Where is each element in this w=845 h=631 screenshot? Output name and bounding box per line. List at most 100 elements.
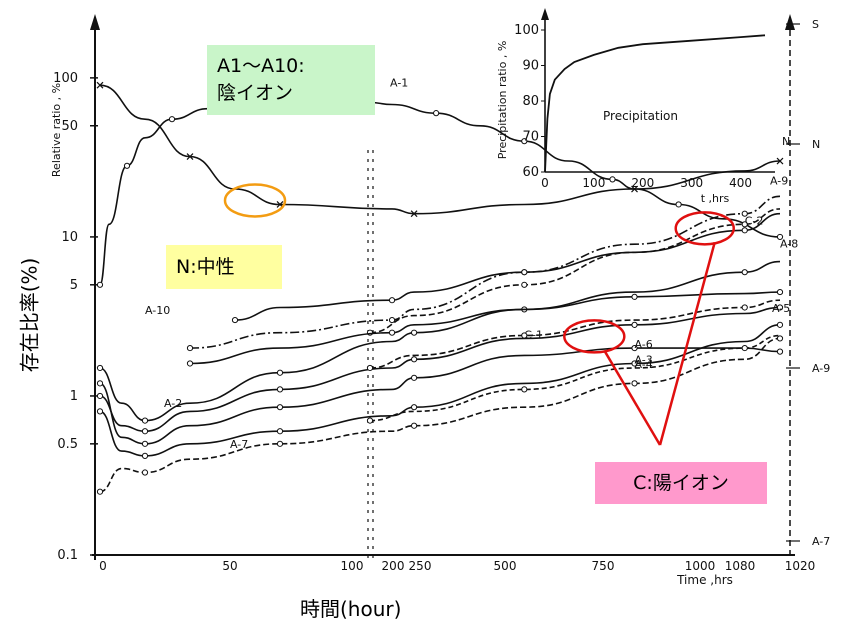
cation-pointer-line xyxy=(603,349,662,446)
series-label-a-7: A-7 xyxy=(230,438,248,451)
series-line-a-10 xyxy=(234,212,781,321)
data-point xyxy=(141,417,149,424)
x-tick-label: 1020 xyxy=(785,559,816,573)
neutral-highlight-ellipse xyxy=(223,183,287,218)
data-point xyxy=(96,408,104,415)
series-label-a-10: A-10 xyxy=(145,304,170,317)
y-tick-label: 50 xyxy=(61,119,78,134)
data-point xyxy=(366,364,374,372)
right-axis-arrow xyxy=(785,14,795,30)
data-point xyxy=(741,269,748,276)
data-point xyxy=(96,81,104,89)
series-line-a-3 xyxy=(99,324,781,457)
data-point xyxy=(631,321,638,328)
data-point xyxy=(521,281,528,288)
x-tick-label: 250 xyxy=(409,559,432,573)
inset-x-tick-label: 400 xyxy=(729,176,752,190)
series-label-c-2: C-2 xyxy=(745,214,764,227)
data-point xyxy=(776,348,784,355)
data-point xyxy=(276,404,284,411)
data-point xyxy=(186,344,194,352)
data-point xyxy=(123,162,131,169)
data-point xyxy=(96,392,104,400)
data-point xyxy=(410,329,418,336)
data-point xyxy=(631,293,638,300)
data-point xyxy=(388,329,396,336)
inset-y-tick-label: 60 xyxy=(522,165,539,180)
series-label-a-8: A-8 xyxy=(780,238,798,251)
right-tick-label: N xyxy=(812,138,820,151)
inset-x-tick-label: 100 xyxy=(582,176,605,190)
series-label-a-5: A-5 xyxy=(772,302,790,315)
data-point xyxy=(631,360,638,367)
neutral-callout: N:中性 xyxy=(166,245,282,289)
data-point xyxy=(776,335,784,342)
y-axis-title-jp: 存在比率(%) xyxy=(17,257,42,373)
inset-series-label: Precipitation xyxy=(603,109,678,123)
data-point xyxy=(141,469,149,476)
data-point xyxy=(96,281,104,288)
right-tick-label: S xyxy=(812,18,819,31)
inset-x-tick-label: 200 xyxy=(631,176,654,190)
y-tick-label: 1 xyxy=(70,389,78,404)
data-point xyxy=(521,332,528,339)
data-point xyxy=(631,380,638,387)
data-point xyxy=(276,428,284,435)
data-point xyxy=(276,386,284,393)
inset-y-arrow xyxy=(541,8,549,20)
x-tick-label: 1080 xyxy=(725,559,756,573)
inset-y-axis-label: Precipitation ratio , % xyxy=(496,41,509,160)
data-point xyxy=(776,233,784,241)
series-line-c-2 xyxy=(369,208,781,334)
series-label-a-6: A-6 xyxy=(635,338,653,351)
plot-series: A-1 N C-2 A-9 A-10 A-8 A-2 C-1 A-5 A-6 A-3A-4 A-7 xyxy=(96,77,798,495)
data-point xyxy=(366,417,374,424)
data-point xyxy=(410,210,418,218)
data-point xyxy=(521,138,528,145)
cation-pointer-line xyxy=(658,241,716,446)
data-point xyxy=(776,321,784,328)
inset-chart: 60 70 80 90 100 0 100 200 300 400 t ,hrs Precipitat… xyxy=(496,8,775,205)
anion-callout-line1: A1～A10: xyxy=(217,55,305,77)
series-label-a-2: A-2 xyxy=(164,397,182,410)
data-point xyxy=(776,288,784,296)
x-tick-label: 100 xyxy=(341,559,364,573)
x-tick-label: 750 xyxy=(592,559,615,573)
data-point xyxy=(276,440,284,447)
data-point xyxy=(631,344,638,352)
data-point xyxy=(521,269,528,276)
data-point xyxy=(388,316,396,324)
x-axis-label: Time ,hrs xyxy=(676,573,733,587)
data-point xyxy=(776,304,784,311)
right-tick-label: A-7 xyxy=(812,535,830,548)
y-tick-label: 0.1 xyxy=(57,548,78,563)
data-point xyxy=(741,344,748,352)
series-label-a-1: A-1 xyxy=(390,77,408,90)
cation-c1-highlight-ellipse xyxy=(563,319,626,354)
data-point xyxy=(141,452,149,459)
data-point xyxy=(741,210,748,217)
data-point xyxy=(276,369,284,376)
data-point xyxy=(410,404,418,411)
series-label-a-3: A-3 xyxy=(635,353,653,366)
data-point xyxy=(186,153,194,161)
data-point xyxy=(231,316,239,324)
inset-y-tick-label: 100 xyxy=(514,23,539,38)
data-point xyxy=(741,304,748,311)
data-point xyxy=(168,116,176,123)
right-tick-label: A-9 xyxy=(812,362,830,375)
data-point xyxy=(631,185,638,193)
series-label-c-1: C-1 xyxy=(524,328,543,341)
x-tick-label: 0 xyxy=(99,559,107,573)
data-point xyxy=(675,201,682,208)
data-point xyxy=(410,356,418,363)
x-axis-title-jp: 時間(hour) xyxy=(300,597,402,621)
data-point xyxy=(141,428,149,435)
y-tick-label: 0.5 xyxy=(57,437,78,452)
y-tick-label: 5 xyxy=(70,278,78,293)
y-axis-label: Relative ratio , % xyxy=(50,83,63,177)
inset-y-tick-label: 70 xyxy=(522,130,539,145)
data-point xyxy=(776,157,784,165)
